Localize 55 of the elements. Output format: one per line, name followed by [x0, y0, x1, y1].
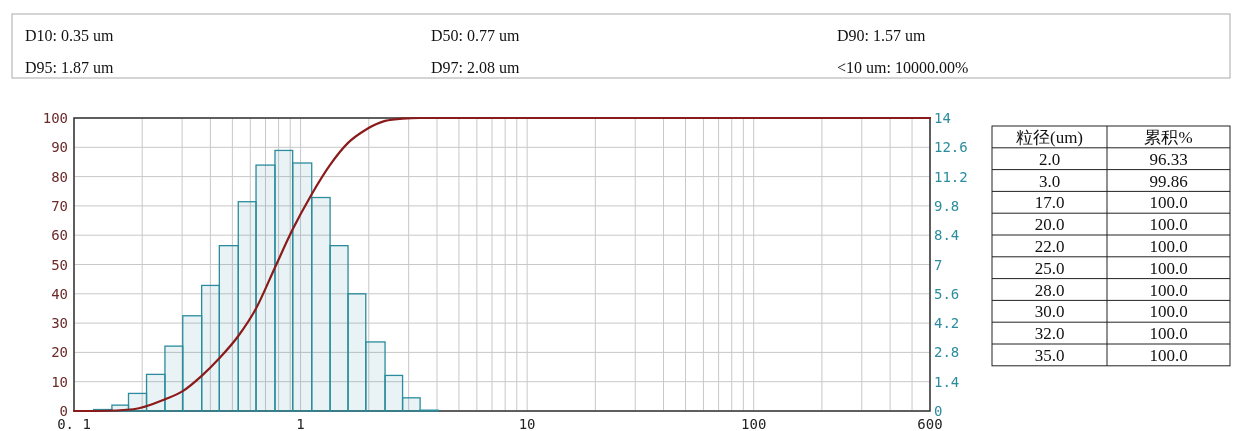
y2-tick-label: 11.2 [934, 168, 968, 185]
text: 累积% [1144, 128, 1193, 147]
y2-tick-label: 4.2 [934, 315, 960, 332]
y2-tick-label: 0 [934, 403, 943, 419]
y2-tick-label: 5.6 [934, 285, 960, 302]
text: 20.0 [1034, 215, 1065, 235]
y2-tick-label: 1.4 [934, 373, 960, 390]
text: 35.0 [1034, 346, 1065, 365]
y-tick-label: 20 [51, 344, 68, 361]
text: 30.0 [1034, 302, 1065, 322]
text: 28.0 [1034, 280, 1065, 300]
y2-tick-label: 2.8 [934, 344, 960, 361]
x-tick-label: 0. 1 [57, 416, 91, 431]
x-tick-label: 600 [917, 416, 943, 431]
text: 100.0 [1149, 258, 1188, 278]
y2-tick-label: 8.4 [934, 227, 960, 244]
text: 2.0 [1038, 149, 1061, 169]
y-tick-label: 80 [51, 168, 68, 185]
y-tick-label: 10 [51, 373, 68, 390]
text: D95: 1.87 um [25, 59, 114, 76]
text: 32.0 [1034, 324, 1065, 344]
x-tick-label: 1 [296, 416, 305, 431]
y2-tick-label: 12.6 [934, 139, 968, 156]
text: D97: 2.08 um [431, 59, 520, 76]
text: 100.0 [1149, 302, 1188, 322]
y2-tick-label: 9.8 [934, 197, 960, 214]
text: D50: 0.77 um [431, 27, 520, 44]
y-tick-label: 0 [59, 403, 68, 419]
text: 100.0 [1149, 215, 1188, 235]
text: 3.0 [1038, 171, 1061, 191]
text: 100.0 [1149, 324, 1188, 344]
y-tick-label: 40 [51, 285, 68, 302]
x-tick-label: 10 [518, 416, 536, 431]
text: 22.0 [1034, 237, 1065, 256]
text: 25.0 [1034, 258, 1065, 278]
text: D10: 0.35 um [25, 27, 114, 44]
text: 17.0 [1034, 193, 1065, 213]
y-tick-label: 90 [51, 139, 68, 156]
x-tick-label: 100 [741, 416, 767, 431]
text: 100.0 [1149, 346, 1188, 365]
text: 粒径(um) [1015, 128, 1084, 147]
y-tick-label: 100 [42, 110, 68, 126]
y2-tick-label: 14 [934, 110, 951, 126]
text: D90: 1.57 um [837, 27, 926, 44]
y-tick-label: 30 [51, 315, 68, 332]
text: 100.0 [1149, 237, 1188, 256]
text: 100.0 [1149, 193, 1188, 213]
text: 99.86 [1149, 171, 1188, 191]
y-tick-label: 50 [51, 256, 68, 273]
y-tick-label: 60 [51, 227, 68, 244]
text: 100.0 [1149, 280, 1188, 300]
text: 96.33 [1149, 149, 1188, 169]
text: <10 um: 10000.00% [837, 59, 969, 76]
y-tick-label: 70 [51, 197, 68, 214]
y2-tick-label: 7 [934, 256, 943, 273]
